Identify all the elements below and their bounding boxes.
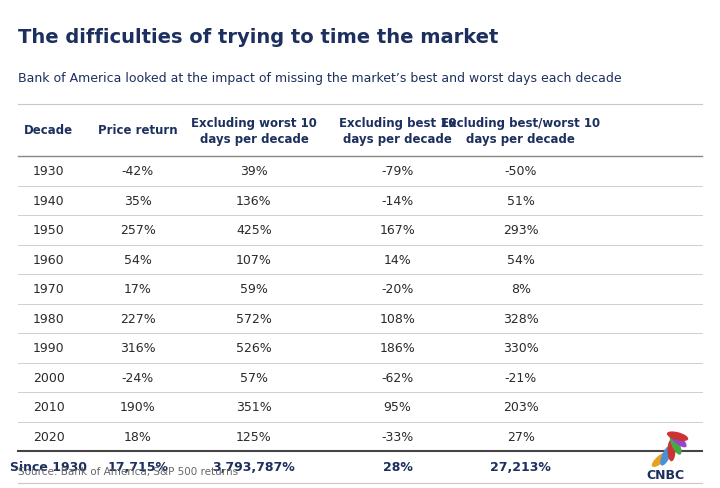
Text: 425%: 425% [236,224,272,237]
Text: 186%: 186% [379,342,415,354]
Text: 107%: 107% [236,253,272,266]
Text: -42%: -42% [122,165,154,178]
Text: 328%: 328% [503,312,539,325]
Text: 35%: 35% [124,194,152,207]
Text: -14%: -14% [382,194,414,207]
Text: 18%: 18% [124,430,152,443]
Text: 190%: 190% [120,401,156,413]
Text: Price return: Price return [98,124,178,137]
Text: Since 1930: Since 1930 [10,461,87,473]
Text: 1940: 1940 [33,194,65,207]
Text: 125%: 125% [236,430,272,443]
Text: Excluding worst 10
days per decade: Excluding worst 10 days per decade [191,116,317,145]
Text: 293%: 293% [503,224,539,237]
Text: 2000: 2000 [33,371,65,384]
Ellipse shape [652,451,670,467]
Text: 351%: 351% [236,401,272,413]
Text: -33%: -33% [382,430,414,443]
Text: -62%: -62% [382,371,414,384]
Text: Source: Bank of America, S&P 500 returns: Source: Bank of America, S&P 500 returns [18,466,238,476]
Text: 3,793,787%: 3,793,787% [212,461,295,473]
Text: 2010: 2010 [33,401,65,413]
Text: 1990: 1990 [33,342,65,354]
Text: CNBC: CNBC [646,468,684,481]
Text: The difficulties of trying to time the market: The difficulties of trying to time the m… [18,28,498,47]
Text: 1930: 1930 [33,165,65,178]
Ellipse shape [667,431,688,441]
Text: 1950: 1950 [33,224,65,237]
Text: 572%: 572% [236,312,272,325]
Text: 526%: 526% [236,342,272,354]
Ellipse shape [670,435,682,455]
Text: 17,715%: 17,715% [107,461,168,473]
Text: Excluding best 10
days per decade: Excluding best 10 days per decade [339,116,456,145]
Text: Excluding best/worst 10
days per decade: Excluding best/worst 10 days per decade [441,116,600,145]
Text: 203%: 203% [503,401,539,413]
Text: 27,213%: 27,213% [490,461,552,473]
Text: 2020: 2020 [33,430,65,443]
Text: -79%: -79% [382,165,414,178]
Text: 39%: 39% [240,165,268,178]
Text: -24%: -24% [122,371,154,384]
Text: 108%: 108% [379,312,415,325]
Text: 17%: 17% [124,283,152,296]
Text: 1970: 1970 [33,283,65,296]
Text: 227%: 227% [120,312,156,325]
Text: 95%: 95% [384,401,412,413]
Text: Bank of America looked at the impact of missing the market’s best and worst days: Bank of America looked at the impact of … [18,72,621,85]
Text: 14%: 14% [384,253,412,266]
Text: 54%: 54% [507,253,535,266]
Text: -21%: -21% [505,371,537,384]
Ellipse shape [669,432,687,447]
Text: 316%: 316% [120,342,156,354]
Text: 330%: 330% [503,342,539,354]
Text: -20%: -20% [382,283,414,296]
Text: -50%: -50% [505,165,537,178]
Text: 51%: 51% [507,194,535,207]
Ellipse shape [660,446,672,466]
Text: 27%: 27% [507,430,535,443]
Text: 57%: 57% [240,371,268,384]
Text: 8%: 8% [510,283,531,296]
Text: 54%: 54% [124,253,152,266]
Text: 257%: 257% [120,224,156,237]
Text: Decade: Decade [24,124,73,137]
Text: 1960: 1960 [33,253,65,266]
Text: 59%: 59% [240,283,268,296]
Text: 167%: 167% [379,224,415,237]
Text: 136%: 136% [236,194,271,207]
Ellipse shape [667,439,675,461]
Text: 28%: 28% [383,461,413,473]
Text: 1980: 1980 [33,312,65,325]
